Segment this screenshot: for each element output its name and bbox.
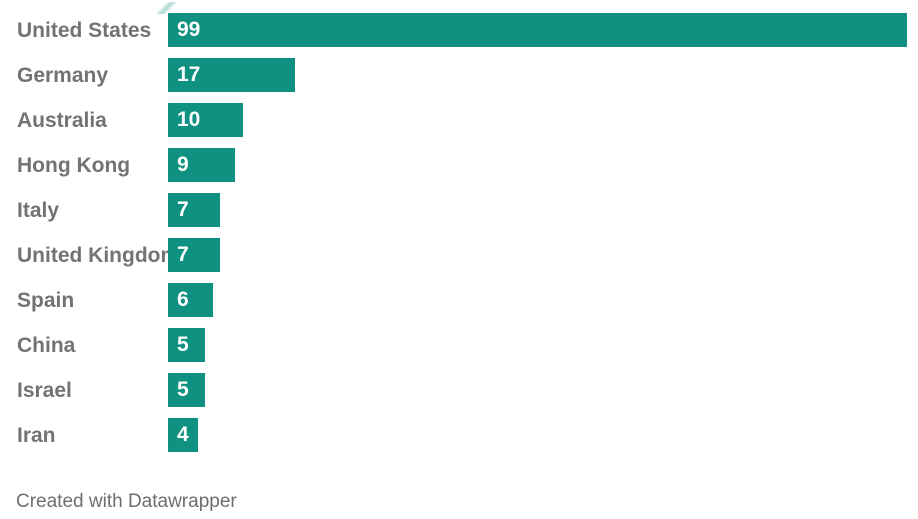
bar-value-label: 5 (177, 378, 189, 401)
category-label: United States (17, 19, 152, 42)
bar-value-label: 7 (177, 198, 189, 221)
category-label: Italy (17, 199, 60, 222)
bar: 10 (168, 103, 243, 137)
category-label: China (17, 334, 76, 357)
bar-value-label: 6 (177, 288, 189, 311)
bar: 5 (168, 328, 205, 362)
attribution-link[interactable]: Created with Datawrapper (16, 491, 237, 512)
bar-value-label: 17 (177, 63, 201, 86)
category-label: Australia (17, 109, 107, 132)
bar-value-label: 5 (177, 333, 189, 356)
bar: 99 (168, 13, 907, 47)
bar-row: Israel 5 (0, 373, 918, 418)
bar-row: United Kingdom 7 (0, 238, 918, 283)
bar: 9 (168, 148, 235, 182)
bar: 7 (168, 193, 220, 227)
bar-value-label: 99 (177, 18, 201, 41)
bar-value-label: 7 (177, 243, 189, 266)
bar: 7 (168, 238, 220, 272)
category-label: Spain (17, 289, 75, 312)
category-label: Germany (17, 64, 109, 87)
bar-value-label: 10 (177, 108, 201, 131)
bar: 5 (168, 373, 205, 407)
bar-row: Germany 17 (0, 58, 918, 103)
bar-chart-rows: United States 99 Germany 17 Australia 10… (0, 13, 918, 463)
bar-value-label: 9 (177, 153, 189, 176)
bar-row: China 5 (0, 328, 918, 373)
bar: 17 (168, 58, 295, 92)
bar-row: Hong Kong 9 (0, 148, 918, 193)
bar-row: Australia 10 (0, 103, 918, 148)
bar-row: Iran 4 (0, 418, 918, 463)
category-label: Iran (17, 424, 56, 447)
bar: 4 (168, 418, 198, 452)
category-label: Hong Kong (17, 154, 131, 177)
bar: 6 (168, 283, 213, 317)
bar-row: Spain 6 (0, 283, 918, 328)
bar-row: Italy 7 (0, 193, 918, 238)
category-label: Israel (17, 379, 72, 402)
category-label: United Kingdom (17, 244, 168, 267)
bar-value-label: 4 (177, 423, 189, 446)
bar-row: United States 99 (0, 13, 918, 58)
